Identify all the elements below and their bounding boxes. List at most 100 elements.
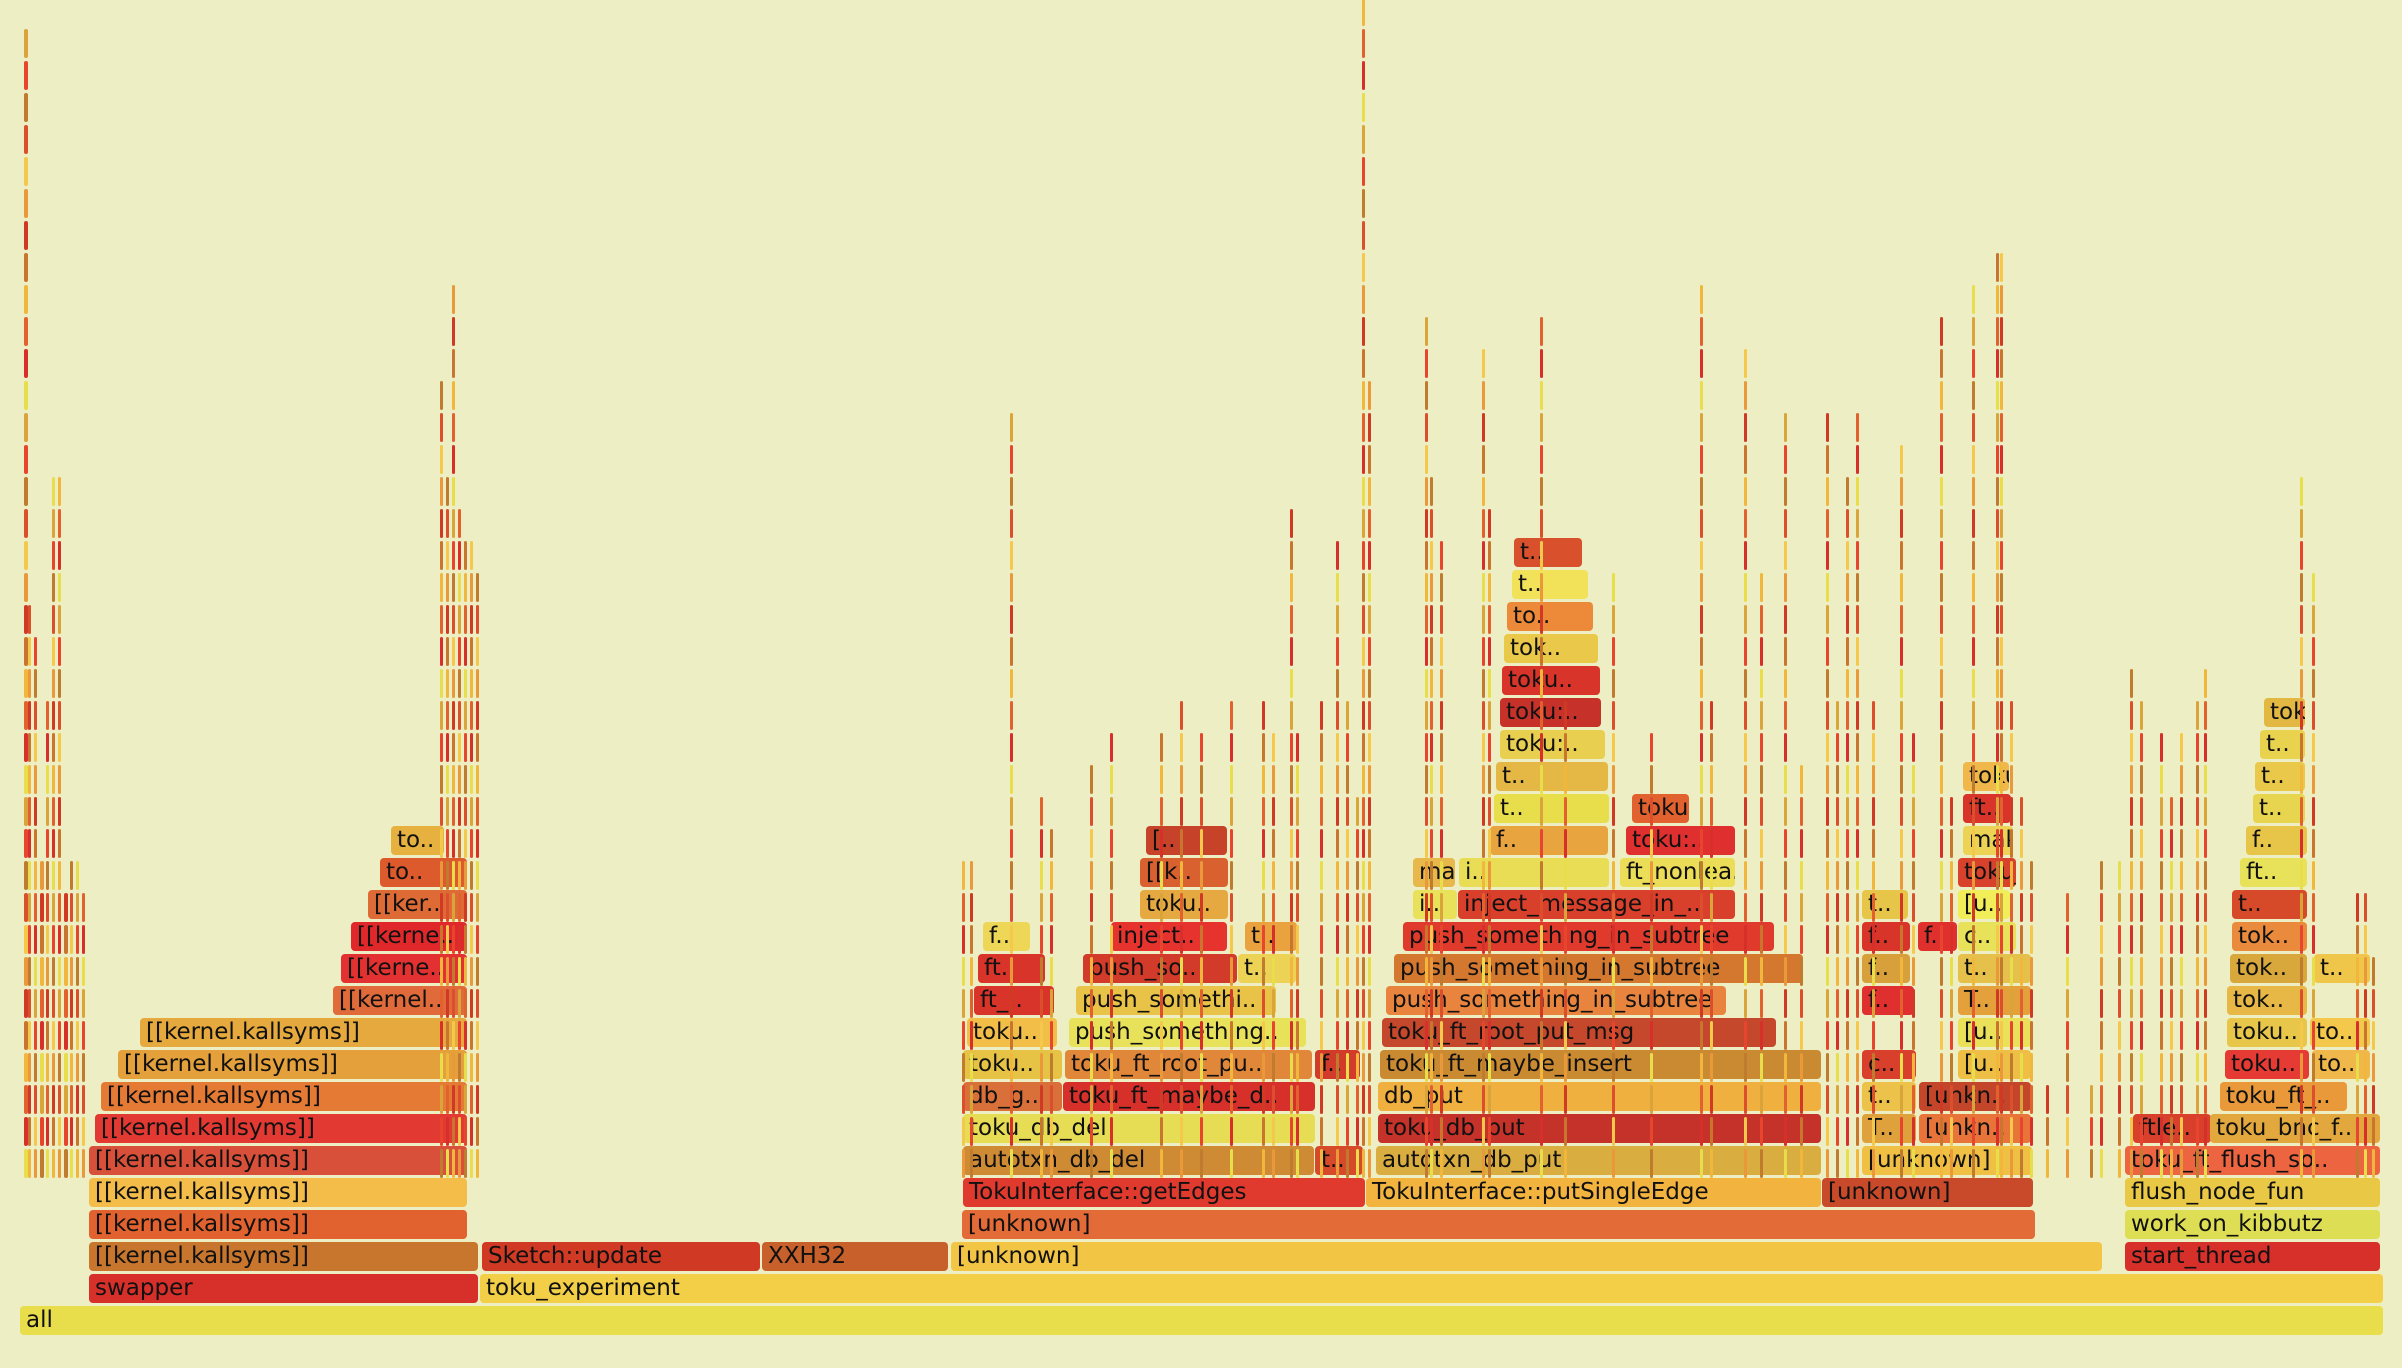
narrow-frame[interactable] bbox=[34, 1085, 37, 1114]
narrow-frame[interactable] bbox=[1346, 1117, 1349, 1146]
narrow-frame[interactable] bbox=[1488, 765, 1491, 794]
narrow-frame[interactable] bbox=[1564, 765, 1567, 794]
narrow-frame[interactable] bbox=[962, 1117, 965, 1146]
narrow-frame[interactable] bbox=[1010, 445, 1013, 474]
narrow-frame[interactable] bbox=[452, 477, 455, 506]
narrow-frame[interactable] bbox=[446, 1117, 449, 1146]
narrow-frame[interactable] bbox=[1362, 1149, 1365, 1178]
narrow-frame[interactable] bbox=[58, 797, 61, 826]
narrow-frame[interactable] bbox=[28, 1117, 31, 1146]
narrow-frame[interactable] bbox=[1996, 381, 1999, 410]
narrow-frame[interactable] bbox=[1356, 1053, 1359, 1082]
narrow-frame[interactable] bbox=[1482, 349, 1485, 378]
narrow-frame[interactable] bbox=[24, 381, 28, 410]
narrow-frame[interactable] bbox=[1482, 381, 1485, 410]
narrow-frame[interactable] bbox=[1900, 509, 1903, 538]
narrow-frame[interactable] bbox=[458, 637, 461, 666]
narrow-frame[interactable] bbox=[46, 925, 49, 954]
narrow-frame[interactable] bbox=[464, 1021, 467, 1050]
narrow-frame[interactable] bbox=[1900, 445, 1903, 474]
narrow-frame[interactable] bbox=[1440, 925, 1443, 954]
narrow-frame[interactable] bbox=[52, 477, 55, 506]
narrow-frame[interactable] bbox=[1362, 0, 1365, 26]
narrow-frame[interactable] bbox=[1540, 381, 1543, 410]
narrow-frame[interactable] bbox=[2140, 1149, 2143, 1178]
frame[interactable]: ft.. bbox=[2240, 858, 2307, 887]
narrow-frame[interactable] bbox=[1482, 509, 1485, 538]
frame[interactable]: t.. bbox=[1862, 1082, 1916, 1111]
narrow-frame[interactable] bbox=[1900, 893, 1903, 922]
narrow-frame[interactable] bbox=[1940, 829, 1943, 858]
narrow-frame[interactable] bbox=[1362, 797, 1365, 826]
narrow-frame[interactable] bbox=[1950, 861, 1953, 890]
narrow-frame[interactable] bbox=[470, 605, 473, 634]
narrow-frame[interactable] bbox=[1836, 1149, 1839, 1178]
narrow-frame[interactable] bbox=[40, 957, 44, 986]
narrow-frame[interactable] bbox=[1872, 701, 1875, 730]
narrow-frame[interactable] bbox=[2356, 1021, 2359, 1050]
narrow-frame[interactable] bbox=[1900, 765, 1903, 794]
narrow-frame[interactable] bbox=[1010, 925, 1013, 954]
narrow-frame[interactable] bbox=[1826, 861, 1829, 890]
narrow-frame[interactable] bbox=[1160, 989, 1163, 1018]
narrow-frame[interactable] bbox=[1996, 925, 1999, 954]
narrow-frame[interactable] bbox=[1090, 765, 1093, 794]
narrow-frame[interactable] bbox=[2180, 765, 2183, 794]
narrow-frame[interactable] bbox=[2364, 893, 2367, 922]
narrow-frame[interactable] bbox=[440, 861, 443, 890]
narrow-frame[interactable] bbox=[1800, 957, 1803, 986]
narrow-frame[interactable] bbox=[46, 1117, 49, 1146]
narrow-frame[interactable] bbox=[470, 573, 473, 602]
narrow-frame[interactable] bbox=[64, 1149, 68, 1178]
narrow-frame[interactable] bbox=[458, 989, 461, 1018]
narrow-frame[interactable] bbox=[1940, 1053, 1943, 1082]
narrow-frame[interactable] bbox=[452, 829, 455, 858]
narrow-frame[interactable] bbox=[34, 893, 37, 922]
narrow-frame[interactable] bbox=[1440, 733, 1443, 762]
narrow-frame[interactable] bbox=[2000, 669, 2003, 698]
narrow-frame[interactable] bbox=[1912, 1117, 1915, 1146]
narrow-frame[interactable] bbox=[1482, 1053, 1485, 1082]
narrow-frame[interactable] bbox=[2100, 925, 2103, 954]
narrow-frame[interactable] bbox=[1362, 125, 1365, 154]
narrow-frame[interactable] bbox=[1760, 1085, 1763, 1114]
narrow-frame[interactable] bbox=[52, 733, 55, 762]
frame[interactable]: toku:.. bbox=[1500, 730, 1605, 759]
narrow-frame[interactable] bbox=[2130, 1053, 2133, 1082]
frame[interactable]: [[kernel.kallsyms]] bbox=[118, 1050, 467, 1079]
narrow-frame[interactable] bbox=[452, 317, 455, 346]
narrow-frame[interactable] bbox=[70, 957, 73, 986]
narrow-frame[interactable] bbox=[1760, 733, 1763, 762]
narrow-frame[interactable] bbox=[1200, 1085, 1203, 1114]
narrow-frame[interactable] bbox=[2180, 893, 2183, 922]
narrow-frame[interactable] bbox=[1784, 701, 1787, 730]
narrow-frame[interactable] bbox=[2140, 1085, 2143, 1114]
narrow-frame[interactable] bbox=[458, 669, 461, 698]
narrow-frame[interactable] bbox=[1425, 925, 1428, 954]
narrow-frame[interactable] bbox=[1800, 1149, 1803, 1178]
narrow-frame[interactable] bbox=[458, 861, 461, 890]
narrow-frame[interactable] bbox=[1160, 925, 1163, 954]
narrow-frame[interactable] bbox=[440, 989, 443, 1018]
narrow-frame[interactable] bbox=[1900, 573, 1903, 602]
narrow-frame[interactable] bbox=[1564, 957, 1567, 986]
narrow-frame[interactable] bbox=[2170, 1117, 2173, 1146]
narrow-frame[interactable] bbox=[1950, 829, 1953, 858]
narrow-frame[interactable] bbox=[1346, 1021, 1349, 1050]
narrow-frame[interactable] bbox=[1010, 605, 1013, 634]
narrow-frame[interactable] bbox=[1826, 669, 1829, 698]
narrow-frame[interactable] bbox=[1540, 541, 1543, 570]
narrow-frame[interactable] bbox=[1430, 477, 1433, 506]
narrow-frame[interactable] bbox=[24, 1085, 28, 1114]
narrow-frame[interactable] bbox=[28, 989, 31, 1018]
narrow-frame[interactable] bbox=[2118, 893, 2121, 922]
narrow-frame[interactable] bbox=[1482, 477, 1485, 506]
narrow-frame[interactable] bbox=[1362, 285, 1365, 314]
narrow-frame[interactable] bbox=[1800, 1085, 1803, 1114]
narrow-frame[interactable] bbox=[52, 925, 55, 954]
narrow-frame[interactable] bbox=[1972, 349, 1975, 378]
narrow-frame[interactable] bbox=[76, 1149, 79, 1178]
narrow-frame[interactable] bbox=[2312, 1085, 2315, 1114]
narrow-frame[interactable] bbox=[1872, 925, 1875, 954]
narrow-frame[interactable] bbox=[1346, 1053, 1349, 1082]
